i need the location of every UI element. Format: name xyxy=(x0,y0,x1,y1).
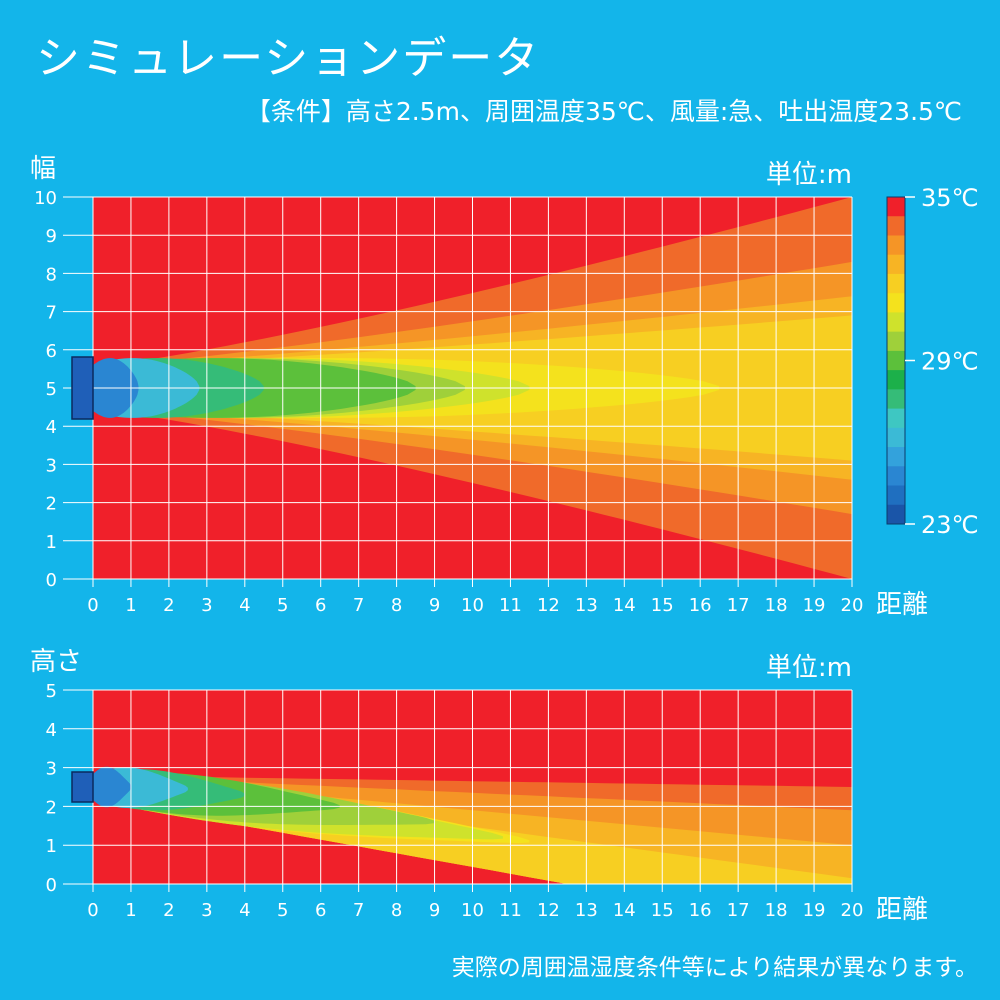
x-tick-label: 10 xyxy=(461,900,484,921)
x-tick-label: 7 xyxy=(353,900,364,921)
y-tick-label: 2 xyxy=(46,494,57,515)
x-tick-label: 19 xyxy=(803,900,826,921)
colorbar-label: 35℃ xyxy=(921,184,979,212)
x-tick-label: 12 xyxy=(537,595,560,616)
colorbar-segment xyxy=(887,389,905,410)
colorbar-segment xyxy=(887,293,905,313)
x-tick-label: 13 xyxy=(575,900,598,921)
x-tick-label: 14 xyxy=(613,900,636,921)
y-axis-label: 高さ xyxy=(30,647,82,677)
colorbar-segment xyxy=(887,427,905,448)
ac-outlet xyxy=(71,771,94,803)
footnote: 実際の周囲温湿度条件等により結果が異なります。 xyxy=(451,955,978,981)
x-tick-label: 17 xyxy=(727,900,750,921)
x-tick-label: 14 xyxy=(613,595,636,616)
x-tick-label: 3 xyxy=(201,900,212,921)
plan-view-heatmap: 0 1 2 3 4 5 6 7 8 9 10 11 12 13 14 15 16 17 18 19 2001234567… xyxy=(30,154,928,620)
x-axis-label: 距離 xyxy=(876,590,928,620)
x-tick-label: 0 xyxy=(87,595,98,616)
x-tick-label: 13 xyxy=(575,595,598,616)
x-tick-label: 8 xyxy=(391,595,402,616)
x-tick-label: 0 xyxy=(87,900,98,921)
x-tick-label: 6 xyxy=(315,900,326,921)
x-tick-label: 4 xyxy=(239,595,250,616)
colorbar-label: 23℃ xyxy=(921,511,979,539)
page-title: シミュレーションデータ xyxy=(36,33,541,84)
colorbar-segment xyxy=(887,350,905,371)
colorbar-segment xyxy=(887,312,905,333)
x-tick-label: 20 xyxy=(841,900,864,921)
y-tick-label: 10 xyxy=(34,188,57,209)
x-tick-label: 2 xyxy=(163,595,174,616)
y-tick-label: 5 xyxy=(46,681,57,702)
y-tick-label: 4 xyxy=(46,417,57,438)
x-tick-label: 11 xyxy=(499,595,522,616)
colorbar-segment xyxy=(887,197,905,217)
x-tick-label: 17 xyxy=(727,595,750,616)
x-tick-label: 3 xyxy=(201,595,212,616)
unit-label: 単位:m xyxy=(766,160,852,190)
x-tick-label: 16 xyxy=(689,595,712,616)
conditions-text: 【条件】高さ2.5m、周囲温度35℃、風量:急、吐出温度23.5℃ xyxy=(245,97,962,126)
x-tick-label: 20 xyxy=(841,595,864,616)
y-tick-label: 3 xyxy=(46,759,57,780)
x-tick-label: 11 xyxy=(499,900,522,921)
x-tick-label: 9 xyxy=(429,595,440,616)
colorbar-segment xyxy=(887,447,905,467)
x-tick-label: 1 xyxy=(125,595,136,616)
x-tick-label: 18 xyxy=(765,595,788,616)
x-tick-label: 19 xyxy=(803,595,826,616)
temperature-colorbar: 35℃ 29℃ 23℃ xyxy=(886,184,979,539)
x-tick-label: 9 xyxy=(429,900,440,921)
colorbar-segment xyxy=(887,466,905,487)
y-tick-label: 6 xyxy=(46,341,57,362)
x-tick-label: 1 xyxy=(125,900,136,921)
y-tick-label: 7 xyxy=(46,303,57,324)
y-tick-label: 0 xyxy=(46,875,57,896)
x-tick-label: 7 xyxy=(353,595,364,616)
y-tick-label: 9 xyxy=(46,226,57,247)
colorbar-segment xyxy=(887,408,905,429)
x-tick-label: 12 xyxy=(537,900,560,921)
y-tick-label: 1 xyxy=(46,532,57,553)
x-tick-label: 15 xyxy=(651,900,674,921)
colorbar-segment xyxy=(887,235,905,256)
y-tick-label: 5 xyxy=(46,379,57,400)
side-view-heatmap: 0 1 2 3 4 5 6 7 8 9 10 11 12 13 14 15 16 17 18 19 20012345高さ… xyxy=(30,647,928,925)
colorbar-segment xyxy=(887,254,905,275)
x-tick-label: 16 xyxy=(689,900,712,921)
y-tick-label: 0 xyxy=(46,570,57,591)
colorbar-label: 29℃ xyxy=(921,348,979,376)
x-tick-label: 2 xyxy=(163,900,174,921)
x-tick-label: 15 xyxy=(651,595,674,616)
colorbar-segment xyxy=(887,485,905,506)
x-tick-label: 6 xyxy=(315,595,326,616)
x-tick-label: 8 xyxy=(391,900,402,921)
y-tick-label: 4 xyxy=(46,720,57,741)
colorbar-segment xyxy=(887,370,905,390)
y-tick-label: 8 xyxy=(46,264,57,285)
x-tick-label: 5 xyxy=(277,900,288,921)
x-tick-label: 5 xyxy=(277,595,288,616)
y-tick-label: 2 xyxy=(46,797,57,818)
x-tick-label: 18 xyxy=(765,900,788,921)
x-tick-label: 4 xyxy=(239,900,250,921)
y-axis-label: 幅 xyxy=(30,154,56,184)
unit-label: 単位:m xyxy=(766,653,852,683)
colorbar-segment xyxy=(887,273,905,294)
ac-outlet xyxy=(71,356,94,420)
contour-band-10 xyxy=(93,766,131,808)
colorbar-segment xyxy=(887,504,905,525)
x-tick-label: 10 xyxy=(461,595,484,616)
colorbar-segment xyxy=(887,216,905,236)
y-tick-label: 1 xyxy=(46,836,57,857)
x-axis-label: 距離 xyxy=(876,895,928,925)
colorbar-segment xyxy=(887,331,905,352)
y-tick-label: 3 xyxy=(46,455,57,476)
